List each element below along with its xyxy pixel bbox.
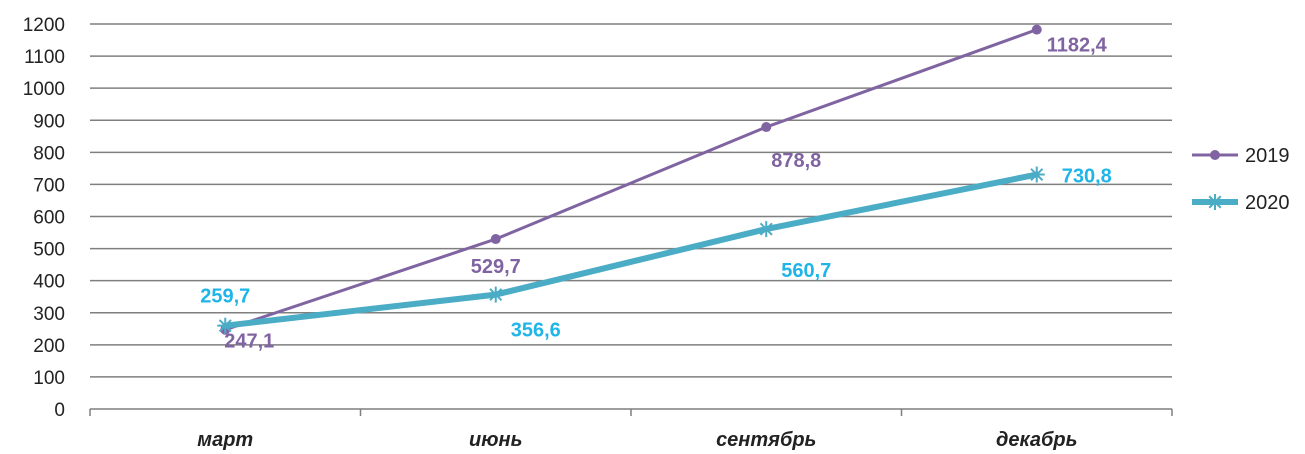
y-tick-label: 900 bbox=[33, 111, 65, 132]
y-tick-label: 200 bbox=[33, 336, 65, 357]
data-point-2019 bbox=[490, 234, 501, 245]
x-category-label: март bbox=[197, 429, 253, 451]
y-tick-label: 100 bbox=[33, 368, 65, 389]
data-label-2020: 560,7 bbox=[781, 260, 831, 282]
gridlines bbox=[90, 23, 1172, 378]
data-point-2019 bbox=[1031, 24, 1042, 35]
y-axis-tick-labels: 0 100 200 300 400 500 600 700 800 900 1000 1100 1200 bbox=[23, 15, 65, 421]
legend-entry-2020: 2020 bbox=[1192, 192, 1290, 214]
x-category-label: сентябрь bbox=[716, 429, 816, 451]
series-lines bbox=[217, 24, 1045, 335]
legend: 2019 2020 bbox=[1192, 145, 1290, 214]
x-axis bbox=[89, 408, 1173, 416]
y-tick-label: 800 bbox=[33, 143, 65, 164]
data-point-2020 bbox=[758, 221, 775, 238]
y-tick-label: 400 bbox=[33, 272, 65, 293]
legend-label: 2020 bbox=[1245, 192, 1290, 214]
y-tick-label: 1200 bbox=[23, 15, 65, 36]
series-line-2020 bbox=[222, 171, 1040, 329]
data-label-2019: 529,7 bbox=[471, 256, 521, 278]
data-point-2020 bbox=[217, 317, 234, 334]
x-axis-category-labels: март июнь сентябрь декабрь bbox=[197, 429, 1077, 451]
legend-entry-2019: 2019 bbox=[1192, 145, 1290, 167]
x-category-label: декабрь bbox=[996, 429, 1077, 451]
legend-marker bbox=[1210, 150, 1220, 160]
data-labels: 247,1 529,7 878,8 1182,4 259,7 356,6 560,7 730,… bbox=[200, 35, 1112, 353]
y-tick-label: 300 bbox=[33, 304, 65, 325]
y-tick-label: 700 bbox=[33, 175, 65, 196]
data-label-2020: 730,8 bbox=[1062, 166, 1112, 188]
data-label-2020: 356,6 bbox=[511, 320, 561, 342]
data-label-2020: 259,7 bbox=[200, 286, 250, 308]
y-tick-label: 500 bbox=[33, 240, 65, 261]
data-label-2019: 1182,4 bbox=[1047, 35, 1108, 57]
data-point-2020 bbox=[1028, 166, 1045, 183]
y-tick-label: 600 bbox=[33, 208, 65, 229]
y-tick-label: 1100 bbox=[24, 47, 65, 68]
y-tick-label: 1000 bbox=[23, 79, 65, 100]
y-tick-label: 0 bbox=[54, 400, 65, 421]
legend-marker bbox=[1207, 194, 1223, 210]
series-line-2019 bbox=[223, 28, 1039, 332]
data-point-2019 bbox=[761, 122, 772, 133]
x-category-label: июнь bbox=[469, 429, 522, 451]
data-label-2019: 878,8 bbox=[771, 150, 821, 172]
data-point-2020 bbox=[487, 286, 504, 303]
data-label-2019: 247,1 bbox=[224, 331, 274, 353]
legend-label: 2019 bbox=[1245, 145, 1290, 167]
